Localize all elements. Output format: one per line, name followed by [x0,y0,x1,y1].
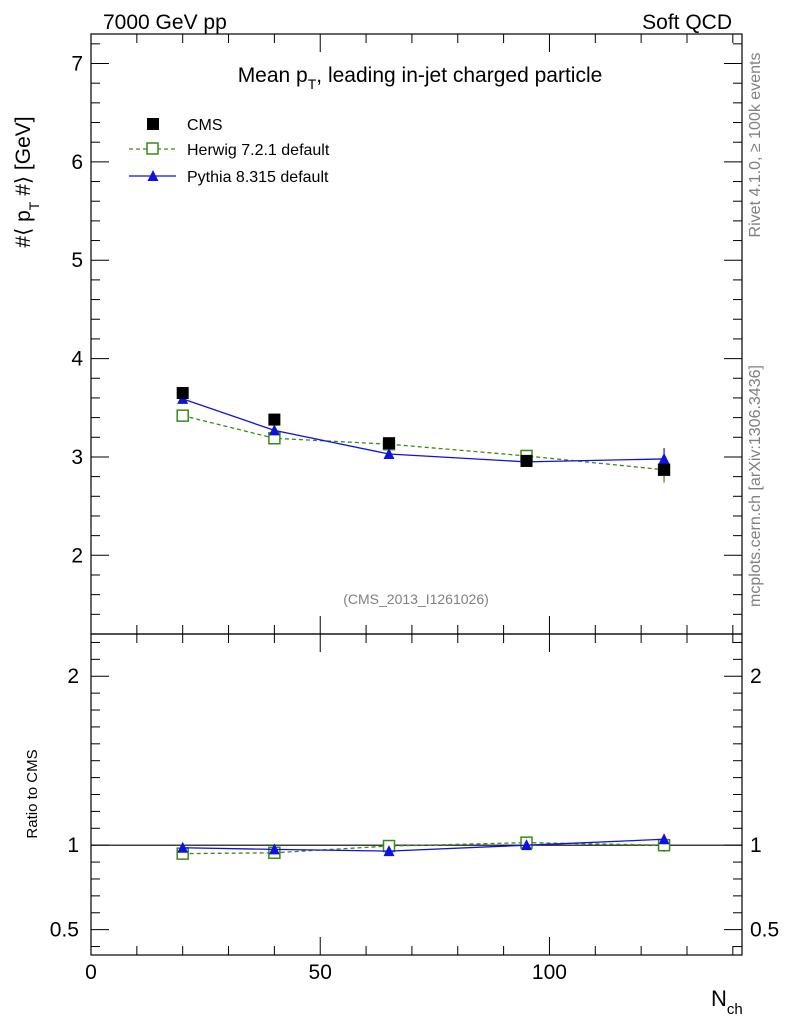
ratio-data-layer [176,833,671,860]
legend-herwig-label: Herwig 7.2.1 default [187,142,330,159]
ratio-plot-frame [90,633,743,956]
ylabel-sub: T [26,201,42,210]
ratio-axis-ticks [90,634,742,955]
pythia-line [182,398,665,463]
herwig-point [176,409,189,422]
x-axis-title: Nch [711,986,743,1018]
legend-pythia-marker [147,170,159,181]
ratio-y-tick-label-right: 1 [750,834,762,857]
cms-point [382,437,395,450]
ratio-y-tick-label-right: 0.5 [750,919,779,942]
x-tick-label: 100 [532,961,567,984]
ratio-pythia-point [521,839,533,851]
main-y-tick-label: 3 [71,446,83,469]
xlabel-main: N [711,986,727,1011]
chart-title: Mean pT, leading in-jet charged particle [238,64,603,92]
legend: CMS Herwig 7.2.1 default Pythia 8.315 de… [129,117,330,186]
cms-point [520,454,533,467]
pythia-point [383,448,395,459]
main-y-tick-label: 2 [71,544,83,567]
ratio-pythia-point [658,833,670,845]
main-y-tick-label: 4 [71,348,83,371]
ratio-y-tick-label-left: 0.5 [50,919,79,942]
ratio-herwig-line [182,841,665,855]
pythia-point [268,424,280,436]
ratio-y-tick-label-right: 2 [750,665,762,688]
ratio-pythia-point [177,841,189,853]
main-axis-ticks [90,34,742,635]
pythia-point [658,452,670,464]
main-y-tick-label: 5 [71,249,83,272]
main-y-tick-label: 7 [71,53,83,76]
ratio-y-tick-labels: 0.5 0.5 1 1 2 2 [50,665,779,941]
category-label: Soft QCD [642,11,732,34]
ratio-y-tick-label-left: 2 [67,665,79,688]
title-sub: T [308,76,317,92]
rivet-label: Rivet 4.1.0, ≥ 100k events [747,53,764,238]
main-y-axis-title: #⟨ pT #⟩ [GeV] [12,116,42,247]
ylabel-post: #⟩ [GeV] [12,116,35,201]
main-data-layer [176,387,671,483]
ratio-y-tick-label-left: 1 [67,834,79,857]
analysis-label: (CMS_2013_I1261026) [343,591,489,607]
cms-point [658,463,671,476]
x-tick-label: 50 [309,961,332,984]
legend-cms-label: CMS [187,117,223,134]
cms-point [268,413,281,426]
legend-cms-marker [147,118,159,130]
energy-label: 7000 GeV pp [103,11,227,34]
x-tick-labels: 0 50 100 [85,961,567,984]
ratio-pythia-point [268,843,280,855]
ylabel-pre: #⟨ p [12,210,35,247]
cms-point [176,387,189,400]
x-tick-label: 0 [85,961,97,984]
main-y-tick-label: 6 [71,151,83,174]
title-rest: , leading in-jet charged particle [316,64,602,87]
mcplots-label: mcplots.cern.ch [arXiv:1306.3436] [747,365,764,607]
ratio-pythia-point [383,845,395,857]
ratio-y-axis-title: Ratio to CMS [24,749,41,838]
main-y-tick-labels: 2 3 4 5 6 7 [71,53,83,568]
legend-herwig-marker [146,142,159,155]
legend-pythia-label: Pythia 8.315 default [187,169,329,186]
title-main: Mean p [238,64,308,87]
xlabel-sub: ch [727,1001,743,1018]
